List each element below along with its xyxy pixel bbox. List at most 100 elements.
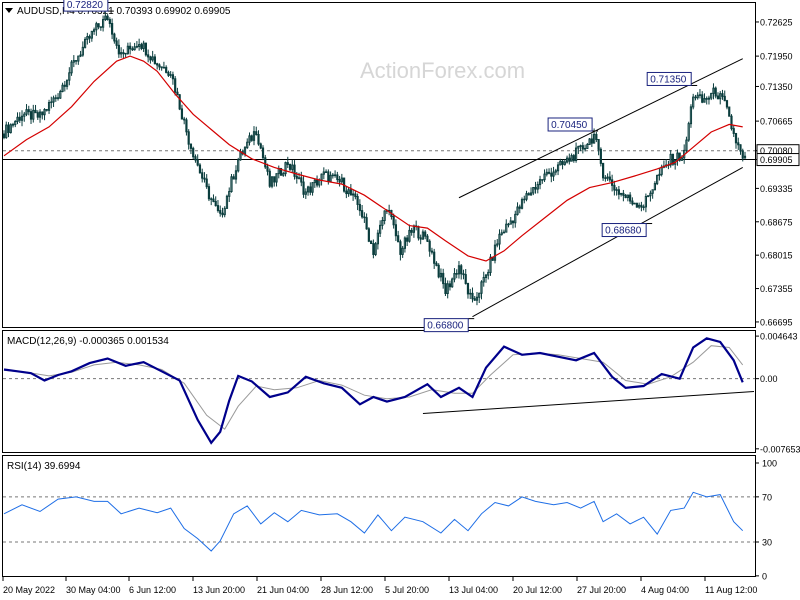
candle-body	[201, 172, 204, 179]
candle-body	[408, 229, 411, 242]
candle-body	[14, 120, 17, 126]
candle-body	[381, 219, 384, 226]
time-axis-label: 5 Jul 20:00	[385, 585, 429, 595]
candle-body	[309, 186, 312, 193]
candle-body	[388, 209, 391, 212]
candle-body	[286, 162, 289, 166]
candle-body	[590, 138, 593, 144]
candle-body	[165, 66, 168, 73]
candle-body	[352, 193, 355, 196]
candle-body	[527, 193, 530, 196]
candle-body	[484, 274, 488, 278]
candle-body	[602, 162, 605, 179]
candle-body	[446, 283, 449, 295]
candle-body	[448, 283, 452, 288]
candle-body	[358, 203, 361, 212]
macd-trendline	[422, 391, 755, 414]
price-tag: 0.68680	[601, 223, 653, 238]
candle-body	[489, 256, 492, 273]
candle-body	[77, 55, 80, 62]
time-axis-label: 28 Jun 12:00	[321, 585, 373, 595]
candle-body	[354, 193, 357, 198]
candle-body	[741, 150, 744, 159]
macd-axis: 0.004643 0.00 -0.007653	[755, 332, 800, 454]
moving-average	[3, 55, 743, 262]
candle-body	[397, 235, 400, 243]
candle-body	[239, 151, 242, 161]
candle-body	[345, 190, 348, 195]
candle-body	[453, 273, 456, 280]
symbol-info-text: AUDUSD,H4 0.70321 0.70393 0.69902 0.6990…	[17, 6, 231, 17]
candle-body	[214, 200, 217, 207]
candle-body	[106, 15, 109, 21]
candle-body	[97, 23, 100, 28]
time-axis-label: 13 Jul 04:00	[449, 585, 498, 595]
candle-body	[133, 46, 136, 51]
candle-body	[370, 240, 373, 245]
macd-title: MACD(12,26,9) -0.000365 0.001534	[7, 336, 169, 347]
candle-body	[50, 101, 53, 104]
candle-body	[379, 224, 382, 234]
candle-body	[246, 141, 249, 149]
price-tag: 0.70450	[547, 117, 599, 132]
candle-body	[212, 198, 215, 202]
channel-lower-line	[472, 166, 743, 318]
candle-body	[734, 132, 738, 144]
candle-body	[102, 19, 105, 28]
candle-body	[559, 160, 562, 166]
candle-body	[331, 174, 334, 177]
candle-body	[633, 202, 636, 205]
price-axis-label: 0.69335	[760, 184, 793, 194]
candle-body	[480, 281, 483, 294]
price-tag-box	[63, 0, 109, 12]
candle-body	[424, 231, 427, 237]
candle-body	[608, 176, 611, 181]
candle-body	[536, 184, 539, 190]
price-axis-label: 0.67355	[760, 284, 793, 294]
time-axis-label: 6 Jun 12:00	[129, 585, 176, 595]
price-axis-label: 0.70665	[760, 117, 793, 127]
price-tag: 0.72820	[63, 0, 114, 12]
candle-body	[59, 91, 62, 99]
candle-body	[498, 233, 501, 245]
candle-body	[631, 200, 634, 205]
candle-body	[318, 179, 321, 186]
price-axis-marker	[756, 153, 800, 167]
candle-body	[347, 189, 350, 195]
candle-body	[288, 164, 292, 170]
candle-body	[189, 143, 193, 149]
candle-body	[723, 95, 726, 102]
candle-body	[433, 251, 436, 264]
candle-body	[482, 276, 485, 283]
candle-body	[394, 224, 397, 237]
rsi-axis-label: 100	[762, 459, 777, 469]
candle-body	[678, 152, 681, 161]
candle-body	[205, 178, 208, 188]
candle-body	[689, 106, 693, 125]
candle-body	[23, 113, 26, 117]
candle-body	[626, 194, 629, 199]
candle-body	[428, 240, 431, 252]
candle-body	[475, 296, 479, 301]
candle-body	[65, 79, 69, 87]
candle-body	[176, 91, 179, 96]
candle-body	[435, 262, 438, 266]
candle-body	[79, 54, 82, 57]
candle-body	[460, 265, 463, 275]
candle-body	[457, 265, 461, 275]
candle-body	[234, 170, 238, 180]
candle-body	[572, 155, 575, 161]
price-axis-label: 0.70080	[760, 146, 793, 156]
candle-body	[696, 94, 699, 99]
candle-body	[264, 157, 267, 168]
candle-body	[622, 192, 625, 196]
candle-body	[550, 172, 553, 177]
candle-body	[270, 176, 274, 187]
candle-body	[466, 282, 470, 295]
candle-body	[372, 243, 375, 255]
candle-body	[694, 96, 697, 99]
candle-body	[223, 207, 226, 216]
candle-body	[478, 292, 481, 298]
candle-body	[9, 124, 12, 133]
